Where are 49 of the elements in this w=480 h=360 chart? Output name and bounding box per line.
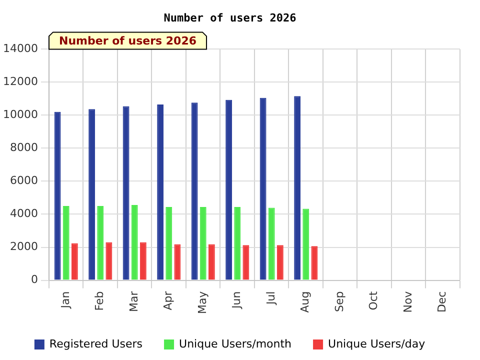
legend-label: Registered Users xyxy=(49,337,143,350)
bar xyxy=(260,98,266,280)
x-tick-label: Sep xyxy=(332,291,346,312)
bar xyxy=(276,245,284,280)
x-tick-label: Nov xyxy=(401,290,414,313)
y-tick-label: 2000 xyxy=(10,240,38,254)
x-tick-label: Dec xyxy=(436,291,449,313)
bar xyxy=(140,242,146,280)
bar xyxy=(242,245,250,280)
legend-label: Unique Users/day xyxy=(328,337,426,350)
bar xyxy=(122,106,130,280)
bar xyxy=(174,244,181,280)
bar xyxy=(302,208,310,280)
y-tick-label: 10000 xyxy=(2,108,38,122)
bar xyxy=(131,205,138,280)
y-tick-label: 6000 xyxy=(10,174,38,188)
x-tick-label: Apr xyxy=(162,290,175,310)
bar xyxy=(54,112,61,280)
bar xyxy=(166,206,172,280)
bar xyxy=(311,246,318,280)
bar xyxy=(191,102,198,280)
bar xyxy=(71,243,78,280)
x-tick-label: Jul xyxy=(264,291,278,306)
x-tick-label: Feb xyxy=(93,291,106,311)
chart-title: Number of users 2026 xyxy=(164,11,297,24)
x-tick-label: Aug xyxy=(298,291,312,313)
bar xyxy=(62,206,70,280)
bar xyxy=(157,104,164,280)
y-tick-label: 14000 xyxy=(2,42,38,56)
bar xyxy=(200,206,206,280)
x-tick-label: Mar xyxy=(127,290,140,312)
bar xyxy=(88,109,96,280)
bar xyxy=(294,96,301,280)
y-tick-label: 4000 xyxy=(10,207,38,220)
bar xyxy=(234,206,241,280)
x-tick-label: May xyxy=(196,290,209,314)
y-tick-label: 8000 xyxy=(10,141,38,154)
y-tick-label: 0 xyxy=(30,273,38,286)
x-tick-label: Oct xyxy=(367,290,380,310)
x-tick-label: Jun xyxy=(230,291,244,310)
legend-label: Unique Users/month xyxy=(179,337,292,350)
bar xyxy=(106,242,112,280)
y-tick-label: 12000 xyxy=(2,75,38,88)
text: Number of users 2026 xyxy=(58,34,197,48)
bar xyxy=(97,206,104,280)
x-tick-label: Jan xyxy=(58,291,72,310)
bar xyxy=(268,208,275,280)
bar xyxy=(226,100,232,280)
bar xyxy=(208,244,215,280)
